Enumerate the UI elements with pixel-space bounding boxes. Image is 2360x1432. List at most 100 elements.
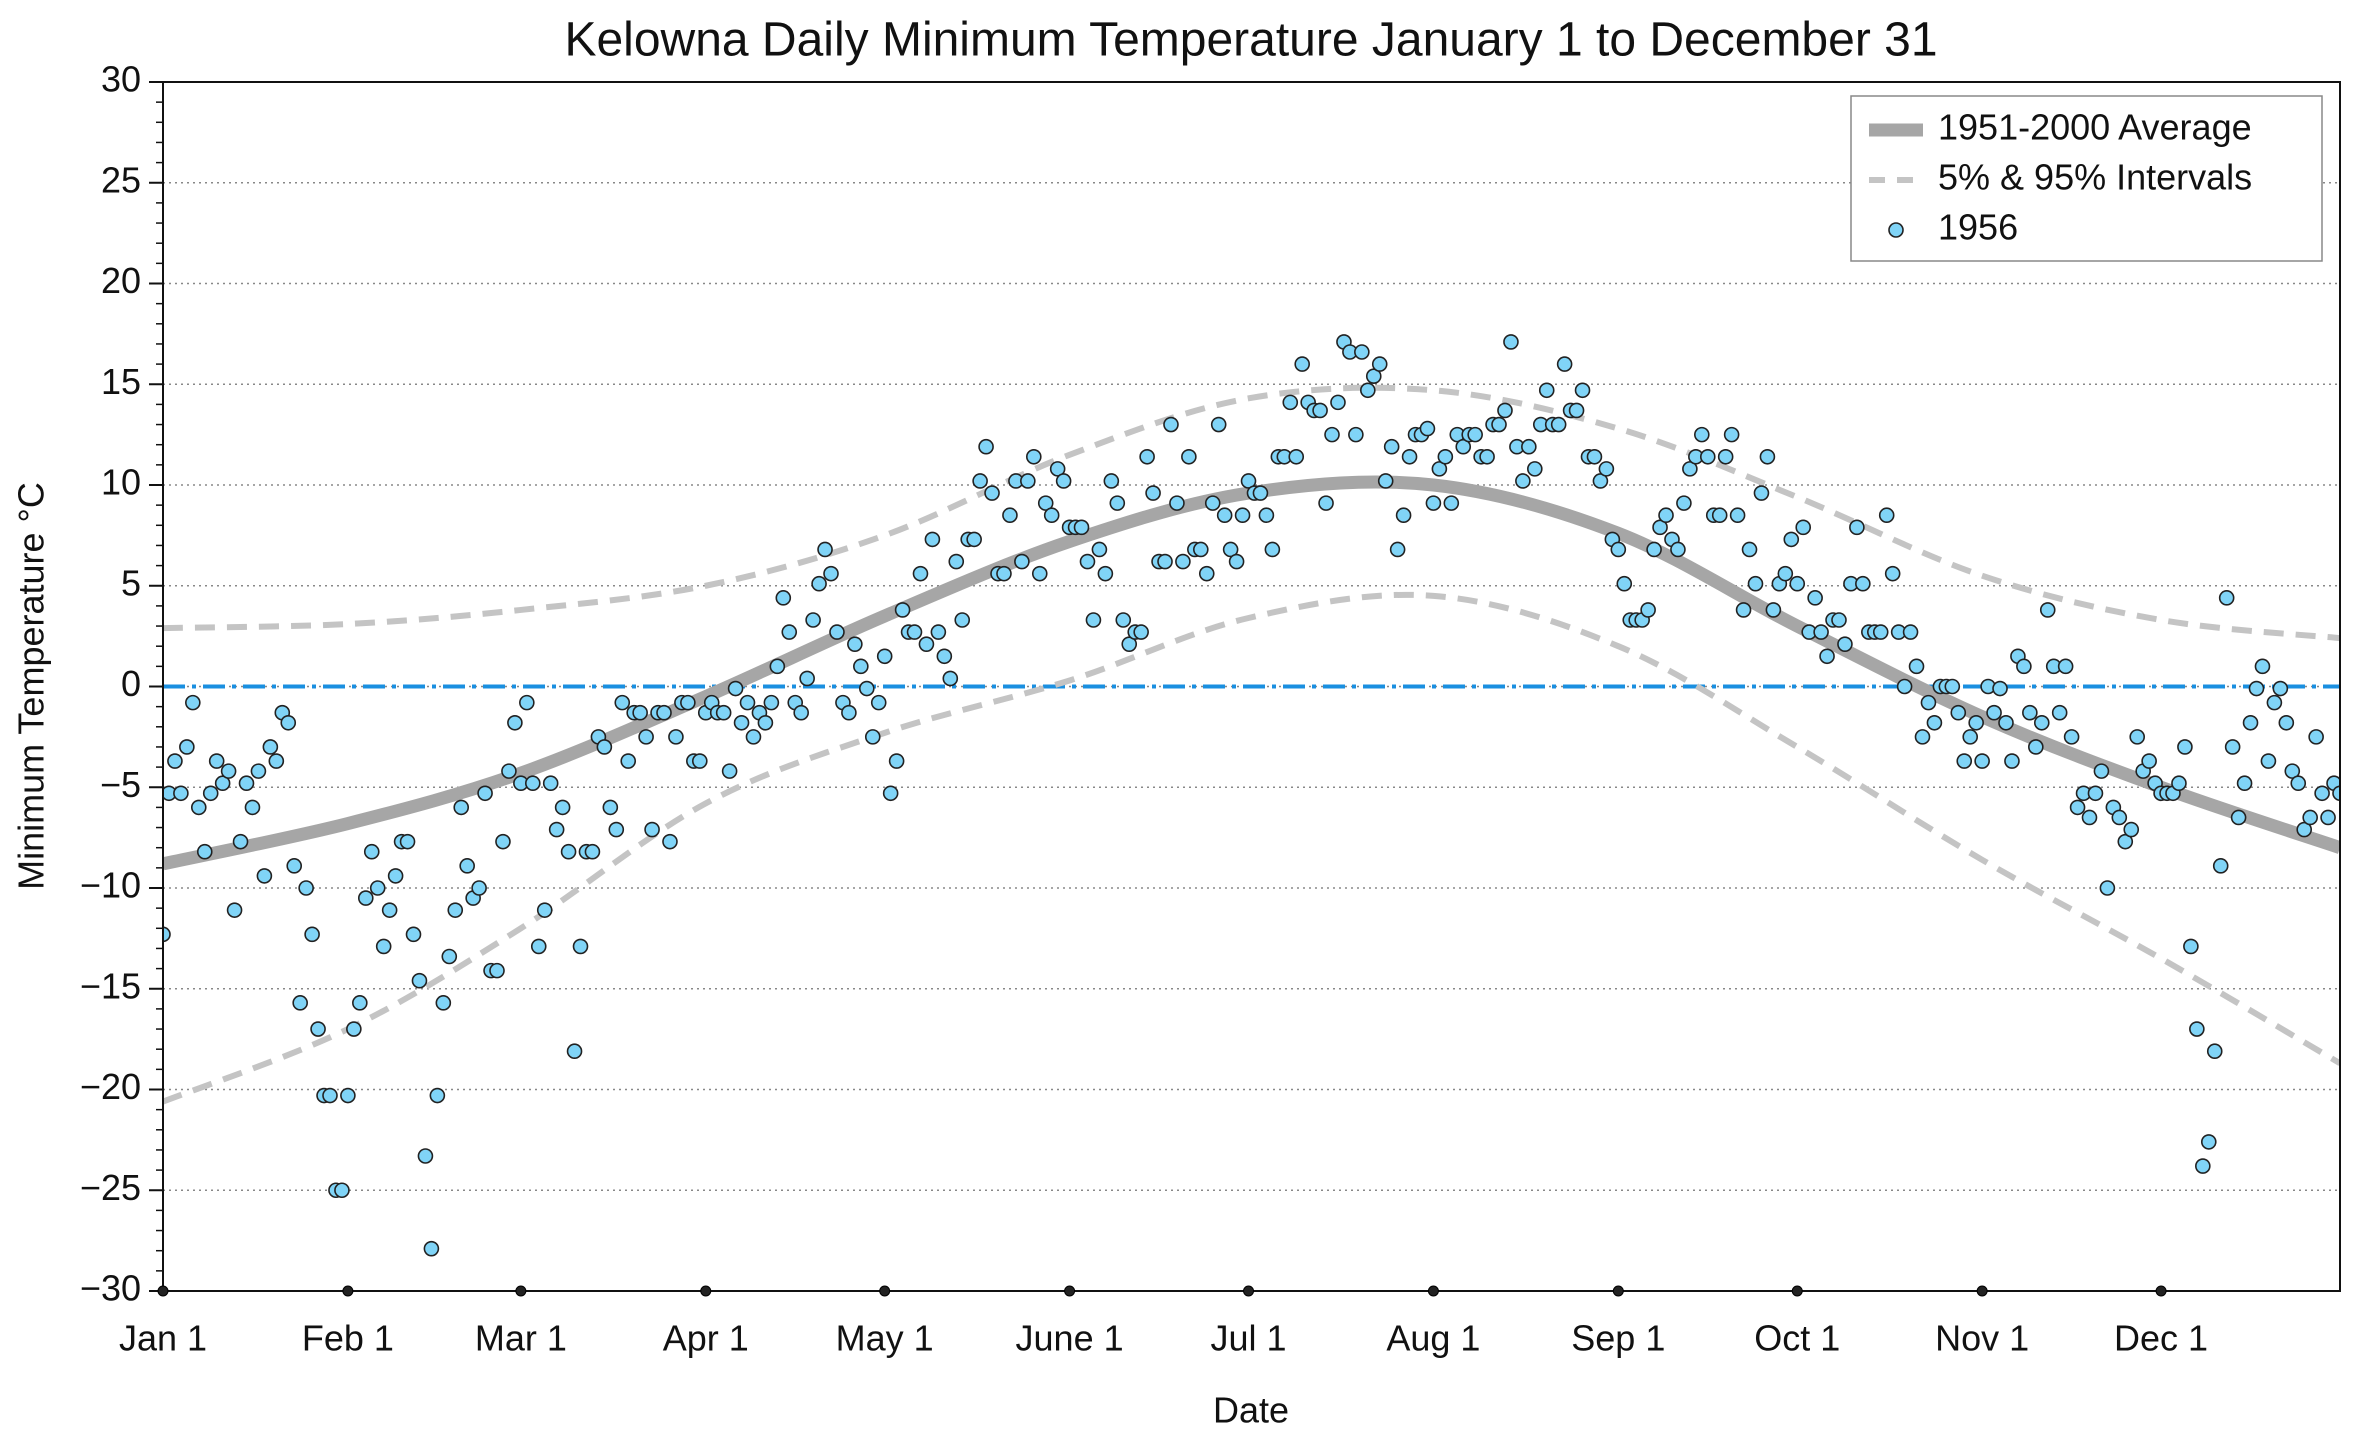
data-point [763,694,780,711]
data-point [1538,382,1555,399]
data-point [1288,448,1305,465]
data-point [853,658,869,675]
legend-label: 5% & 95% Intervals [1938,157,2252,198]
data-point [1121,636,1138,652]
x-tick-label: Nov 1 [1935,1318,2029,1359]
data-point [1258,507,1275,524]
data-point [1163,416,1179,433]
data-point [954,612,971,628]
data-point [1354,344,1370,360]
y-tick-label: −15 [80,965,141,1006]
y-tick-label: −30 [80,1268,141,1309]
data-point [1837,636,1853,652]
average-line [163,475,2340,871]
data-point [608,821,625,838]
data-point [1682,461,1698,477]
data-point [745,729,762,745]
data-point [1109,495,1126,511]
data-point [984,485,1000,501]
data-point [2039,602,2056,618]
data-point [1467,426,1483,443]
data-point [948,553,965,570]
data-point [548,821,565,838]
x-tick-label: June 1 [1016,1318,1124,1359]
data-point [996,565,1012,582]
data-point [441,948,458,965]
data-point [572,938,589,955]
data-point [1455,438,1472,455]
data-point [2189,1021,2205,1037]
x-tick-label: Oct 1 [1754,1318,1840,1359]
y-axis-label: Minimum Temperature °C [11,482,52,890]
data-point [286,858,303,874]
x-tick-label: Jul 1 [1210,1318,1286,1359]
x-tick-label: Mar 1 [475,1318,567,1359]
data-point [596,739,613,755]
data-point [1318,495,1334,511]
data-point [1670,541,1686,558]
x-tick-label: Dec 1 [2114,1318,2208,1359]
data-point [1497,402,1513,419]
data-point [811,575,827,592]
data-point [2081,809,2098,826]
data-point [2236,775,2253,792]
data-point [1998,714,2014,731]
data-point [2099,880,2116,896]
data-point [1234,507,1251,524]
data-point [1568,402,1585,419]
data-point [858,680,875,697]
data-point [2200,1134,2217,1150]
data-point [1157,553,1173,570]
data-point [614,694,631,711]
data-point [1574,382,1591,399]
legend-box [1850,95,2323,262]
data-point [167,753,183,769]
data-point [1043,507,1060,524]
data-point [978,438,994,455]
data-point [662,833,678,850]
x-tick [2155,1285,2167,1297]
data-point [304,926,320,943]
data-point [584,843,601,860]
x-axis-label: Date [1213,1390,1289,1431]
data-point [638,729,654,745]
x-tick-label: May 1 [836,1318,934,1359]
data-point [942,670,959,687]
data-point [2254,658,2271,675]
data-point [1175,553,1191,570]
data-point [1002,507,1018,524]
x-tick-label: Apr 1 [663,1318,749,1359]
data-point [1944,678,1961,695]
data-point [841,704,857,721]
data-point [387,868,404,884]
y-tick-label: 10 [101,462,141,503]
data-point [1395,507,1412,524]
data-point [2332,785,2340,802]
data-point [691,753,708,769]
y-tick-label: 0 [121,663,141,704]
data-point [757,714,774,731]
data-point [2314,785,2330,802]
data-point [1902,624,1919,640]
data-point [823,565,839,582]
data-point [1962,729,1979,745]
x-tick [879,1285,891,1297]
data-point [620,753,637,769]
data-point [2087,785,2104,802]
data-point [2248,680,2265,697]
data-point [644,821,660,838]
data-point [1401,448,1418,465]
data-point [1652,519,1668,536]
x-tick-label: Jan 1 [119,1318,207,1359]
data-point [1640,602,1656,618]
data-point [799,670,815,687]
data-point [793,704,809,721]
data-point [2022,704,2038,721]
data-point [733,714,750,731]
data-point [1556,356,1573,372]
y-tick-label: −20 [80,1066,141,1107]
legend-marker [1888,222,1904,238]
data-point [781,624,798,640]
data-point [2057,658,2074,675]
